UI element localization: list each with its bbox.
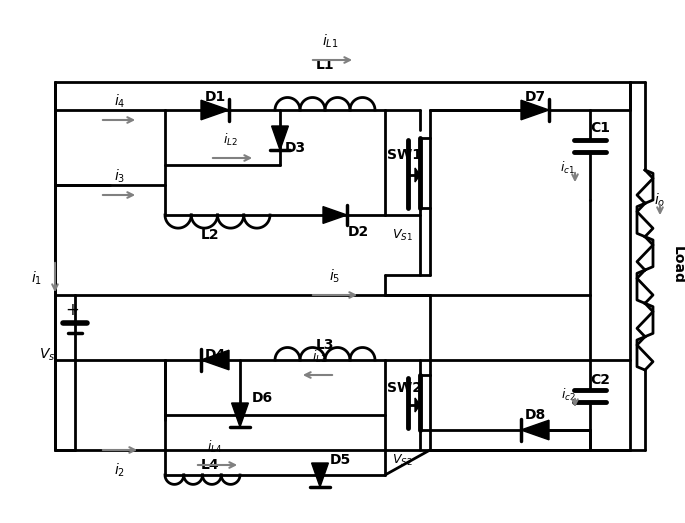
Polygon shape	[415, 398, 420, 412]
Text: $i_5$: $i_5$	[329, 268, 340, 285]
Text: D4: D4	[204, 348, 225, 362]
Polygon shape	[312, 463, 328, 487]
Text: L1: L1	[316, 58, 334, 72]
Text: D3: D3	[284, 141, 306, 155]
Text: D7: D7	[525, 90, 545, 104]
Polygon shape	[415, 168, 420, 182]
Text: L3: L3	[316, 338, 334, 352]
Text: D8: D8	[525, 408, 546, 422]
Text: D2: D2	[347, 225, 369, 239]
Text: $i_4$: $i_4$	[114, 93, 126, 110]
Text: $i_3$: $i_3$	[114, 167, 125, 185]
Text: L4: L4	[201, 458, 219, 472]
Text: $i_{L4}$: $i_{L4}$	[208, 439, 223, 455]
Polygon shape	[521, 420, 549, 440]
Text: +: +	[65, 301, 79, 319]
Text: L2: L2	[201, 228, 219, 242]
Text: $V_{S1}$: $V_{S1}$	[392, 228, 412, 243]
Polygon shape	[201, 100, 229, 120]
Text: $i_{c2}$: $i_{c2}$	[560, 387, 575, 403]
Polygon shape	[323, 207, 347, 223]
Text: D1: D1	[204, 90, 225, 104]
Polygon shape	[271, 126, 288, 150]
Text: $i_{L2}$: $i_{L2}$	[223, 132, 238, 148]
Polygon shape	[521, 100, 549, 120]
Text: C1: C1	[590, 121, 610, 135]
Text: D6: D6	[251, 391, 273, 405]
Text: $i_{c1}$: $i_{c1}$	[560, 160, 575, 176]
Text: $i_1$: $i_1$	[31, 269, 42, 287]
Text: $V_s$: $V_s$	[38, 347, 55, 363]
Text: $i_2$: $i_2$	[114, 462, 125, 480]
Text: $i_o$: $i_o$	[654, 191, 666, 209]
Text: SW2: SW2	[388, 381, 423, 395]
Polygon shape	[232, 403, 249, 427]
Polygon shape	[201, 350, 229, 370]
Text: Load: Load	[671, 246, 685, 284]
Text: $V_{S2}$: $V_{S2}$	[392, 452, 412, 468]
Text: C2: C2	[590, 373, 610, 387]
Text: D5: D5	[329, 453, 351, 467]
Text: $i_{L3}$: $i_{L3}$	[312, 349, 327, 365]
Text: $i_{L1}$: $i_{L1}$	[322, 32, 338, 50]
Text: SW1: SW1	[388, 148, 423, 162]
